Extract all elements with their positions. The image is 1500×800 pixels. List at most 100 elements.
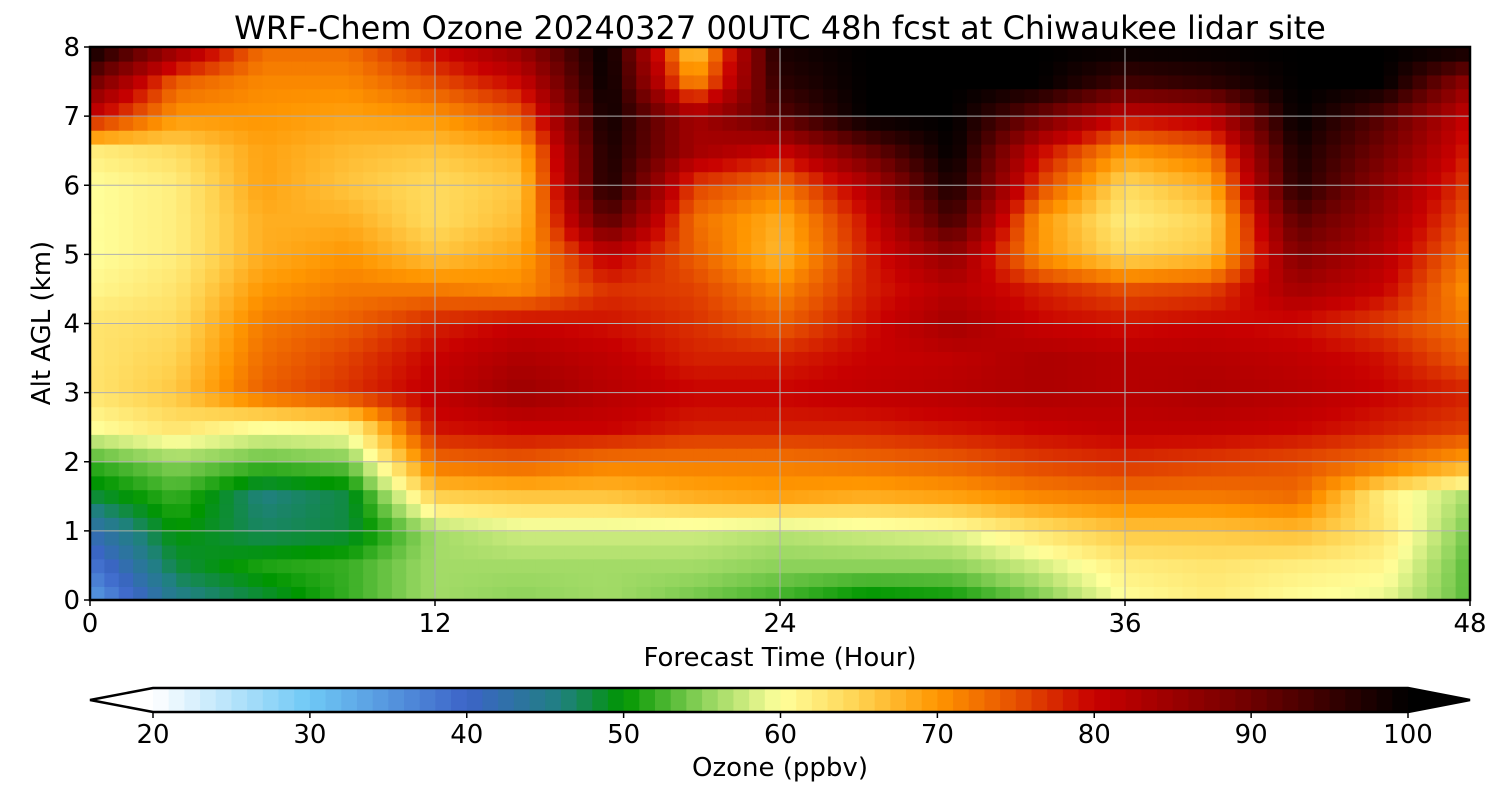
heatmap-cell xyxy=(895,461,911,477)
heatmap-cell xyxy=(1182,226,1198,242)
heatmap-cell xyxy=(1398,254,1414,269)
heatmap-cell xyxy=(593,102,609,117)
heatmap-cell xyxy=(1455,60,1470,76)
heatmap-cell xyxy=(449,309,465,325)
heatmap-cell xyxy=(205,517,221,532)
heatmap-cell xyxy=(794,489,810,505)
heatmap-cell xyxy=(248,364,264,380)
heatmap-cell xyxy=(1110,309,1126,325)
heatmap-cell xyxy=(291,47,307,62)
heatmap-cell xyxy=(1168,337,1184,352)
heatmap-cell xyxy=(1081,558,1098,574)
heatmap-cell xyxy=(1240,337,1256,352)
heatmap-cell xyxy=(880,378,896,394)
heatmap-cell xyxy=(161,212,178,228)
heatmap-cell xyxy=(1081,378,1098,394)
heatmap-cell xyxy=(391,199,408,214)
heatmap-cell xyxy=(1455,586,1470,600)
heatmap-cell xyxy=(478,378,494,394)
heatmap-cell xyxy=(90,116,106,131)
heatmap-cell xyxy=(219,171,235,187)
heatmap-cell xyxy=(1168,157,1184,173)
heatmap-cell xyxy=(535,60,551,76)
heatmap-cell xyxy=(1412,268,1428,283)
heatmap-cell xyxy=(995,129,1011,145)
heatmap-cell xyxy=(1297,254,1313,269)
heatmap-cell xyxy=(1196,351,1213,366)
heatmap-cell xyxy=(305,240,321,256)
heatmap-cell xyxy=(521,129,537,145)
colorbar-segment xyxy=(1235,688,1252,712)
heatmap-cell xyxy=(535,268,551,283)
heatmap-cell xyxy=(90,406,106,422)
heatmap-cell xyxy=(1024,434,1040,449)
heatmap-cell xyxy=(938,420,954,435)
heatmap-cell xyxy=(104,351,120,366)
heatmap-cell xyxy=(205,364,221,380)
heatmap-cell xyxy=(1096,88,1112,104)
heatmap-cell xyxy=(1340,199,1356,214)
heatmap-cell xyxy=(1038,337,1054,352)
heatmap-cell xyxy=(578,420,594,435)
heatmap-cell xyxy=(1110,295,1126,311)
heatmap-cell xyxy=(391,129,408,145)
heatmap-cell xyxy=(708,254,724,269)
heatmap-cell xyxy=(1110,102,1126,117)
heatmap-cell xyxy=(1340,47,1356,62)
heatmap-cell xyxy=(506,185,523,200)
heatmap-cell xyxy=(435,323,451,339)
heatmap-cell xyxy=(449,392,465,408)
heatmap-cell xyxy=(377,199,393,214)
x-tick-label: 12 xyxy=(418,609,451,639)
heatmap-cell xyxy=(133,309,149,325)
heatmap-cell xyxy=(693,268,709,283)
heatmap-cell xyxy=(320,337,336,352)
heatmap-cell xyxy=(233,392,249,408)
heatmap-cell xyxy=(463,171,479,187)
heatmap-cell xyxy=(995,74,1011,90)
heatmap-cell xyxy=(607,392,623,408)
heatmap-cell xyxy=(1182,323,1198,339)
heatmap-cell xyxy=(679,392,695,408)
heatmap-cell xyxy=(995,282,1011,297)
heatmap-cell xyxy=(90,240,106,256)
heatmap-cell xyxy=(1398,586,1414,600)
heatmap-cell xyxy=(205,572,221,587)
heatmap-cell xyxy=(751,171,767,187)
heatmap-cell xyxy=(291,240,307,256)
heatmap-cell xyxy=(1326,47,1342,62)
heatmap-cell xyxy=(1240,47,1256,62)
heatmap-cell xyxy=(233,337,249,352)
heatmap-cell xyxy=(866,143,882,159)
heatmap-cell xyxy=(578,572,594,587)
heatmap-cell xyxy=(320,323,336,339)
heatmap-cell xyxy=(923,268,939,283)
heatmap-cell xyxy=(736,558,753,574)
heatmap-cell xyxy=(1383,406,1399,422)
heatmap-cell xyxy=(823,489,839,505)
heatmap-cell xyxy=(550,212,566,228)
heatmap-cell xyxy=(808,420,824,435)
heatmap-cell xyxy=(1426,74,1443,90)
heatmap-cell xyxy=(348,572,364,587)
heatmap-cell xyxy=(650,378,666,394)
heatmap-cell xyxy=(1110,475,1126,491)
heatmap-cell xyxy=(578,102,594,117)
heatmap-cell xyxy=(909,60,925,76)
heatmap-cell xyxy=(1010,406,1026,422)
heatmap-cell xyxy=(1398,475,1414,491)
heatmap-cell xyxy=(621,544,638,560)
heatmap-cell xyxy=(205,102,221,117)
heatmap-cell xyxy=(808,171,824,187)
heatmap-cell xyxy=(176,268,192,283)
heatmap-cell xyxy=(1110,199,1126,214)
heatmap-cell xyxy=(794,364,810,380)
heatmap-cell xyxy=(1182,586,1198,600)
heatmap-cell xyxy=(291,171,307,187)
heatmap-cell xyxy=(650,240,666,256)
heatmap-cell xyxy=(995,143,1011,159)
heatmap-cell xyxy=(1412,544,1428,560)
heatmap-cell xyxy=(708,503,724,518)
heatmap-cell xyxy=(305,254,321,269)
